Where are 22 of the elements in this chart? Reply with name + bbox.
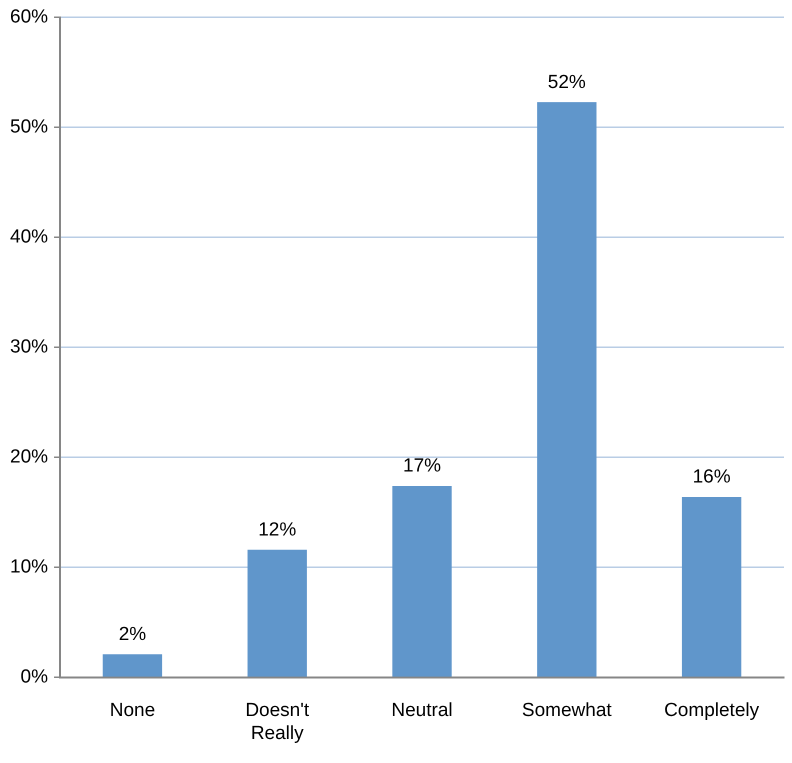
bar: [392, 486, 452, 677]
data-label: 12%: [258, 520, 296, 541]
y-tick-label: 50%: [10, 116, 48, 138]
x-tick-label: Doesn't Really: [245, 700, 310, 744]
bar: [682, 497, 742, 677]
data-label: 16%: [692, 466, 731, 488]
data-label: 17%: [403, 456, 442, 477]
y-tick-label: 40%: [10, 226, 48, 248]
x-tick-label: None: [110, 700, 156, 722]
x-tick-label: Neutral: [391, 700, 453, 722]
y-tick-label: 60%: [10, 6, 48, 28]
bar: [248, 550, 307, 677]
x-tick-label: Completely: [664, 700, 760, 722]
bar: [102, 654, 162, 677]
y-tick-label: 30%: [10, 336, 48, 358]
x-tick-label: Somewhat: [522, 700, 612, 722]
y-tick-label: 10%: [10, 556, 48, 578]
data-label: 52%: [548, 72, 586, 93]
data-label: 2%: [118, 624, 146, 646]
y-tick-label: 20%: [10, 446, 48, 468]
y-tick-label: 0%: [20, 666, 48, 688]
bar: [537, 102, 596, 677]
